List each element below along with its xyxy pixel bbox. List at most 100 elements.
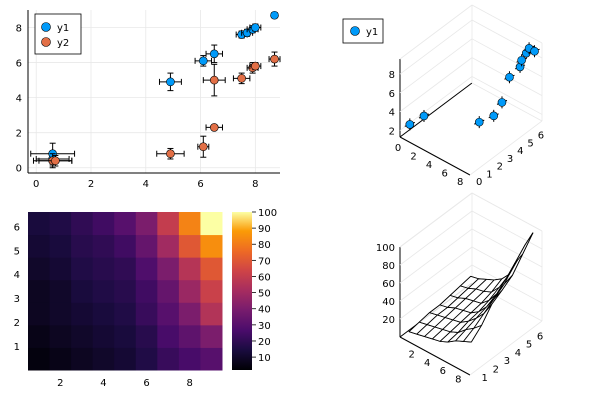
heatmap-cell [178, 234, 201, 258]
scatter-point-y2 [237, 74, 246, 83]
x-tick-label: 2 [57, 378, 63, 389]
heatmap-cell [92, 279, 115, 303]
heatmap-cell [200, 212, 223, 236]
scatter-point-y2 [209, 75, 219, 85]
heatmap-cell [28, 347, 51, 371]
heatmap-cell [178, 347, 201, 371]
heatmap-cell [28, 234, 51, 258]
z-gridline [399, 264, 473, 320]
y-tick-label: 8 [16, 24, 22, 35]
scatter-tick-labels: 0 2 4 6 8 0 2 4 6 8 [16, 24, 259, 190]
heatmap-cell [71, 257, 94, 281]
colorbar-tick-label: 90 [258, 224, 271, 235]
y-tick-label: 6 [16, 59, 22, 70]
colorbar-tick-label: 30 [258, 321, 271, 332]
x-tick-label: 6 [441, 168, 447, 179]
legend-marker-y2 [41, 37, 51, 47]
surface-axis-line [399, 336, 471, 376]
heatmap-cell [92, 347, 115, 371]
z-tick-label: 8 [389, 70, 395, 81]
z-tick-label: 40 [382, 297, 395, 308]
z-gridline [471, 264, 543, 304]
heatmap-cell [49, 212, 72, 236]
legend-label-y1: y1 [57, 23, 69, 34]
y-tick-label: 5 [527, 138, 533, 149]
heatmap-cell [92, 302, 115, 326]
scatter3d-grid-line [471, 4, 543, 44]
scatter-legend-box [34, 13, 82, 55]
x-tick-label: 8 [252, 179, 258, 190]
z-gridline [399, 38, 473, 94]
z-gridline [399, 19, 473, 75]
panel-scatter-2d: 0 2 4 6 8 0 2 4 6 8 y1 y2 [16, 10, 281, 190]
scatter3d-point-y1 [405, 120, 415, 129]
scatter3d-point-y1 [505, 72, 514, 82]
scatter3d-point-y1 [517, 55, 526, 65]
y-tick-label: 3 [504, 356, 510, 367]
y-tick-label: 1 [486, 169, 492, 180]
y-tick-label: 2 [497, 162, 503, 173]
scatter3d-grid-line [399, 4, 473, 60]
legend-label-y2: y2 [57, 38, 69, 49]
scatter-point-y1 [199, 56, 208, 66]
heatmap-cell [71, 302, 94, 326]
heatmap-cell [157, 347, 180, 371]
z-gridline [471, 38, 543, 78]
x-tick-label: 0 [33, 179, 39, 190]
heatmap-cell [114, 234, 137, 258]
x-tick-label: 2 [410, 151, 416, 162]
z-tick-label: 2 [389, 126, 395, 137]
panel-heatmap: 2 4 6 8 1 2 3 4 5 6 10 20 30 40 50 60 70 80 90 100 [14, 208, 277, 389]
surface-grid-line [469, 320, 543, 376]
heatmap-cell [92, 212, 115, 236]
heatmap-cell [157, 302, 180, 326]
heatmap-cell [178, 257, 201, 281]
scatter3d-legend-box [342, 18, 384, 44]
heatmap-cell [28, 257, 51, 281]
heatmap-cell [135, 234, 158, 258]
heatmap-cell [135, 347, 158, 371]
heatmap-cell [49, 302, 72, 326]
y-tick-label: 0 [476, 177, 482, 188]
heatmap-cell [92, 234, 115, 258]
z-gridline [399, 210, 473, 266]
y-tick-label: 6 [537, 331, 543, 342]
scatter-point-y2 [270, 54, 279, 64]
y-tick-label: 1 [482, 373, 488, 384]
surface-facet [504, 253, 524, 284]
heatmap-cell [157, 324, 180, 348]
x-tick-label: 8 [455, 375, 461, 386]
x-tick-label: 6 [197, 179, 203, 190]
scatter3d-point-y1 [530, 46, 539, 56]
heatmap-cell [135, 212, 158, 236]
y-tick-label: 6 [14, 222, 20, 233]
colorbar-tick-label: 40 [258, 305, 271, 316]
z-gridline [399, 228, 473, 284]
z-gridline [399, 246, 473, 302]
heatmap-cell [92, 257, 115, 281]
heatmap-cell [157, 279, 180, 303]
z-gridline [471, 246, 543, 286]
scatter-point-y1 [166, 77, 175, 87]
heatmap-cell [114, 257, 137, 281]
heatmap-cell [49, 279, 72, 303]
y-tick-label: 4 [517, 146, 523, 157]
heatmap-cell [200, 279, 223, 303]
scatter-point-y1 [270, 10, 279, 20]
x-tick-label: 4 [100, 378, 106, 389]
heatmap-cell [135, 302, 158, 326]
z-tick-label: 80 [382, 261, 395, 272]
x-tick-label: 8 [186, 378, 192, 389]
y-tick-label: 2 [14, 318, 20, 329]
scatter3d-points [404, 42, 540, 131]
surface-facet [514, 232, 534, 264]
heatmap-colorbar [232, 212, 252, 370]
heatmap-cell [114, 302, 137, 326]
heatmap-cell [71, 324, 94, 348]
x-tick-label: 6 [440, 366, 446, 377]
scatter3d-point-y1 [419, 111, 429, 121]
scatter-point-y2 [166, 149, 175, 159]
heatmap-cell [49, 324, 72, 348]
